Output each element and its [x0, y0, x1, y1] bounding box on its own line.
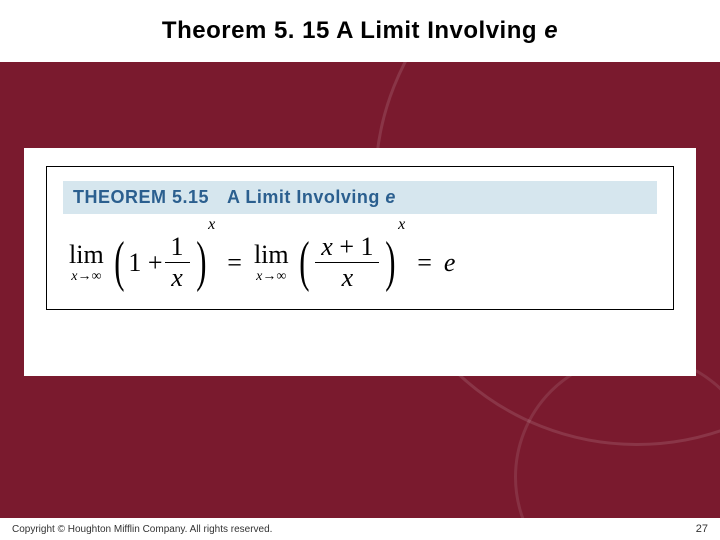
expr1-leading: 1 + — [128, 248, 162, 278]
rparen-icon: ) — [196, 240, 206, 285]
limit-1: lim x→∞ — [69, 242, 104, 284]
expr2-exponent: x — [398, 216, 405, 234]
title-bar: Theorem 5. 15 A Limit Involving e — [0, 0, 720, 62]
formula: lim x→∞ ( 1 + 1 x ) x = lim — [63, 234, 657, 291]
expr2-group: ( x + 1 x ) x — [295, 234, 406, 291]
limit-2: lim x→∞ — [254, 242, 289, 284]
lparen-icon: ( — [299, 240, 309, 285]
title-text: Theorem 5. 15 A Limit Involving — [162, 17, 544, 44]
page-number: 27 — [696, 523, 708, 535]
lparen-icon: ( — [114, 240, 124, 285]
title-italic-e: e — [544, 17, 558, 44]
rparen-icon: ) — [386, 240, 396, 285]
expr2-num: x + 1 — [315, 234, 379, 262]
theorem-label: THEOREM 5.15 — [73, 187, 209, 207]
footer: Copyright © Houghton Mifflin Company. Al… — [0, 518, 720, 540]
theorem-subtitle: A Limit Involving e — [227, 187, 396, 207]
theorem-frame: THEOREM 5.15 A Limit Involving e lim x→∞ … — [46, 166, 674, 310]
equals-2: = — [417, 248, 432, 278]
result-e: e — [444, 248, 456, 278]
theorem-header: THEOREM 5.15 A Limit Involving e — [63, 181, 657, 214]
limit-1-sub: x→∞ — [71, 270, 101, 284]
slide: Theorem 5. 15 A Limit Involving e THEORE… — [0, 0, 720, 540]
expr1-fraction: 1 x — [165, 234, 190, 291]
limit-2-sub: x→∞ — [256, 270, 286, 284]
expr1-group: ( 1 + 1 x ) x — [110, 234, 216, 291]
copyright-text: Copyright © Houghton Mifflin Company. Al… — [12, 524, 272, 535]
expr2-fraction: x + 1 x — [315, 234, 379, 291]
equals-1: = — [227, 248, 242, 278]
content-panel: THEOREM 5.15 A Limit Involving e lim x→∞ … — [24, 148, 696, 376]
slide-title: Theorem 5. 15 A Limit Involving e — [162, 17, 558, 45]
expr1-exponent: x — [208, 216, 215, 234]
